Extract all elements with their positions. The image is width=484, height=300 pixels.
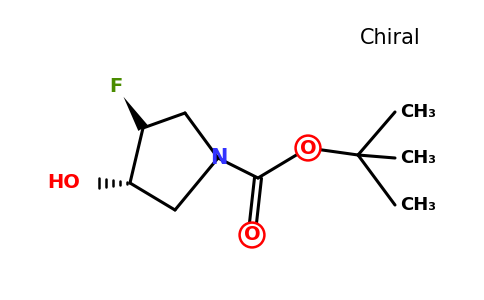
Text: F: F [109,76,122,95]
Text: CH₃: CH₃ [400,103,436,121]
Text: CH₃: CH₃ [400,149,436,167]
Text: HO: HO [47,173,80,193]
Text: O: O [300,139,317,158]
Text: Chiral: Chiral [360,28,421,48]
Polygon shape [123,97,148,131]
Text: CH₃: CH₃ [400,196,436,214]
Text: N: N [211,148,227,168]
Text: O: O [243,226,260,244]
